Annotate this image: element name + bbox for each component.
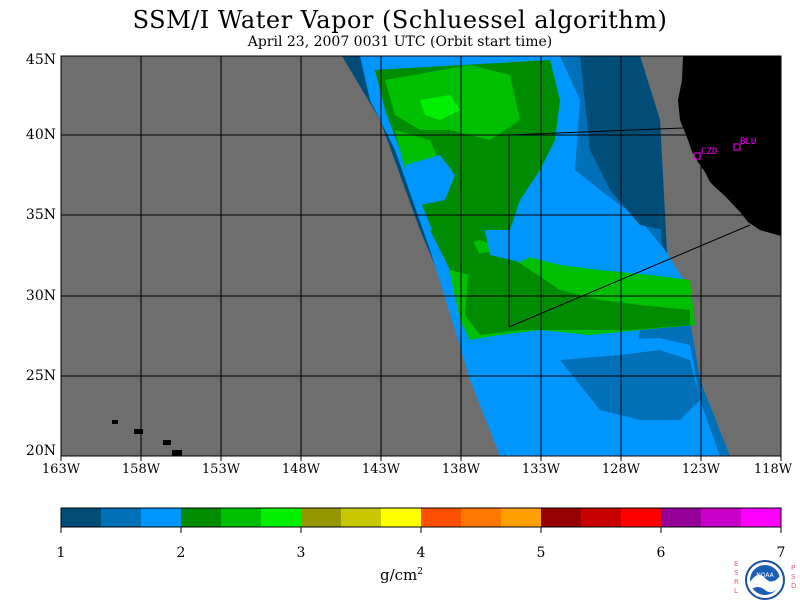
noaa-logo: NOAA E S R L P S D [734, 556, 796, 600]
colorbar [61, 508, 782, 527]
colorbar-cell [141, 508, 182, 527]
colorbar-cell [661, 508, 702, 527]
colorbar-cell [701, 508, 742, 527]
lon-label-118w: 118W [753, 462, 793, 477]
colorbar-cell [421, 508, 462, 527]
colorbar-cell [381, 508, 422, 527]
map-frame [60, 55, 782, 457]
land-california [678, 56, 781, 236]
lon-label-163w: 163W [41, 462, 81, 477]
station-marker-czd [693, 152, 701, 160]
colorbar-cell [621, 508, 662, 527]
logo-letter-s2: S [791, 573, 796, 581]
lon-label-128w: 128W [601, 462, 641, 477]
noaa-emblem-icon: NOAA [745, 560, 785, 600]
colorbar-cell [221, 508, 262, 527]
colorbar-cell [301, 508, 342, 527]
colorbar-cell [61, 508, 102, 527]
colorbar-units: g/cm2 [380, 566, 423, 584]
colorbar-cell [541, 508, 582, 527]
lat-label-20n: 20N [25, 443, 56, 459]
colorbar-cell [581, 508, 622, 527]
map-title: SSM/I Water Vapor (Schluessel algorithm) [132, 6, 668, 34]
logo-letter-r: R [734, 578, 739, 586]
lat-label-40n: 40N [25, 127, 56, 143]
island-kauai [112, 420, 118, 424]
logo-letter-d: D [791, 582, 797, 590]
units-base: g/cm [380, 566, 418, 584]
station-marker-blu [733, 143, 741, 151]
swath-dark-east [580, 56, 665, 230]
colorbar-label-4: 4 [416, 545, 426, 561]
lon-label-153w: 153W [201, 462, 241, 477]
island-maui [163, 440, 171, 445]
swath-green-bright-2 [420, 95, 460, 120]
lon-ticks [60, 456, 782, 461]
lat-label-25n: 25N [25, 368, 56, 384]
units-exponent: 2 [417, 567, 424, 577]
logo-letter-s: S [734, 569, 739, 577]
station-label-czd: CZD [701, 147, 718, 157]
wedge-outline [508, 127, 751, 328]
colorbar-ticks [60, 527, 782, 533]
logo-letter-e: E [734, 560, 739, 568]
colorbar-cell [101, 508, 142, 527]
colorbar-label-6: 6 [656, 545, 666, 561]
island-oahu [134, 429, 143, 434]
colorbar-cell [181, 508, 222, 527]
grid-lines [61, 56, 781, 456]
lat-label-35n: 35N [25, 207, 56, 223]
colorbar-label-2: 2 [176, 545, 186, 561]
lon-label-133w: 133W [521, 462, 561, 477]
swath-blue-lens [405, 155, 455, 205]
colorbar-cell [261, 508, 302, 527]
swath-blue-south-medium [560, 350, 700, 420]
station-label-blu: BLU [740, 137, 757, 147]
swath-data [342, 56, 730, 456]
lon-label-138w: 138W [441, 462, 481, 477]
lon-label-148w: 148W [281, 462, 321, 477]
colorbar-cell [741, 508, 782, 527]
colorbar-label-1: 1 [56, 545, 66, 561]
swath-blue-patch-mid [485, 230, 545, 262]
lon-label-123w: 123W [681, 462, 721, 477]
colorbar-cell [341, 508, 382, 527]
island-hawaii [172, 450, 182, 456]
colorbar-cell [461, 508, 502, 527]
colorbar-label-7: 7 [776, 545, 786, 561]
swath-green-finger [430, 230, 480, 275]
lat-label-45n: 45N [25, 52, 56, 68]
colorbar-label-5: 5 [536, 545, 546, 561]
lon-label-143w: 143W [361, 462, 401, 477]
map-subtitle: April 23, 2007 0031 UTC (Orbit start tim… [247, 34, 553, 50]
colorbar-cell [501, 508, 542, 527]
lat-label-30n: 30N [25, 288, 56, 304]
lon-label-158w: 158W [121, 462, 161, 477]
logo-letter-p: P [791, 564, 796, 572]
logo-letter-l: L [734, 587, 738, 595]
colorbar-label-3: 3 [296, 545, 306, 561]
logo-text: NOAA [756, 572, 774, 579]
swath-green-middle-dark [465, 250, 690, 335]
